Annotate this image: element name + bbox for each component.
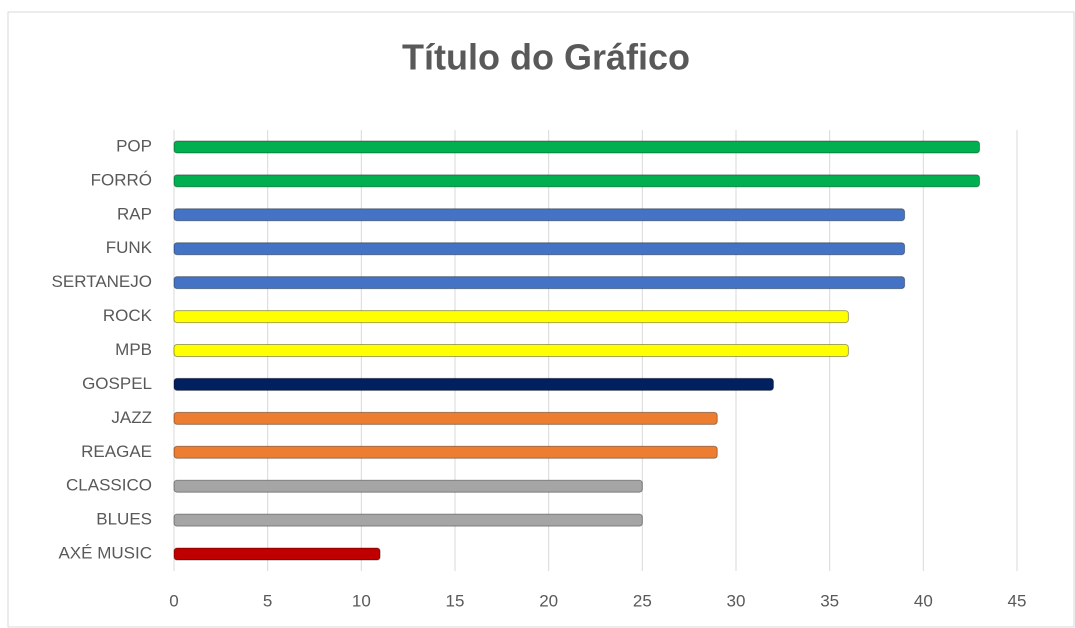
x-tick-label: 40 — [914, 591, 933, 610]
y-tick-label: MPB — [115, 340, 152, 359]
bar — [173, 479, 643, 493]
y-tick-label: ROCK — [103, 306, 153, 325]
bar — [173, 310, 849, 324]
x-tick-label: 25 — [633, 591, 652, 610]
bar — [173, 276, 906, 290]
bar — [173, 445, 718, 459]
bar — [173, 411, 718, 425]
y-tick-label: SERTANEJO — [52, 272, 152, 291]
bar — [173, 344, 849, 357]
x-tick-label: 30 — [727, 591, 746, 610]
x-tick-label: 10 — [352, 591, 371, 610]
x-tick-label: 45 — [1008, 591, 1027, 610]
y-tick-label: FUNK — [106, 238, 153, 257]
y-tick-label: GOSPEL — [82, 374, 152, 393]
bar — [173, 208, 906, 222]
y-tick-label: JAZZ — [111, 408, 152, 427]
y-tick-label: RAP — [117, 204, 152, 223]
chart-title: Título do Gráfico — [402, 37, 690, 78]
bar — [173, 242, 906, 256]
bar — [173, 547, 381, 561]
y-tick-label: BLUES — [96, 510, 152, 529]
y-tick-label: POP — [116, 136, 152, 155]
x-tick-label: 0 — [169, 591, 178, 610]
y-tick-label: FORRÓ — [91, 170, 152, 189]
y-tick-label: AXÉ MUSIC — [58, 544, 152, 563]
bar — [173, 377, 774, 391]
bar — [173, 140, 981, 154]
y-tick-label: REAGAE — [81, 442, 152, 461]
x-tick-label: 20 — [539, 591, 558, 610]
x-tick-label: 35 — [820, 591, 839, 610]
bar — [173, 513, 643, 527]
bar — [173, 174, 981, 188]
x-tick-label: 15 — [446, 591, 465, 610]
x-tick-label: 5 — [263, 591, 272, 610]
y-tick-label: CLASSICO — [66, 476, 152, 495]
